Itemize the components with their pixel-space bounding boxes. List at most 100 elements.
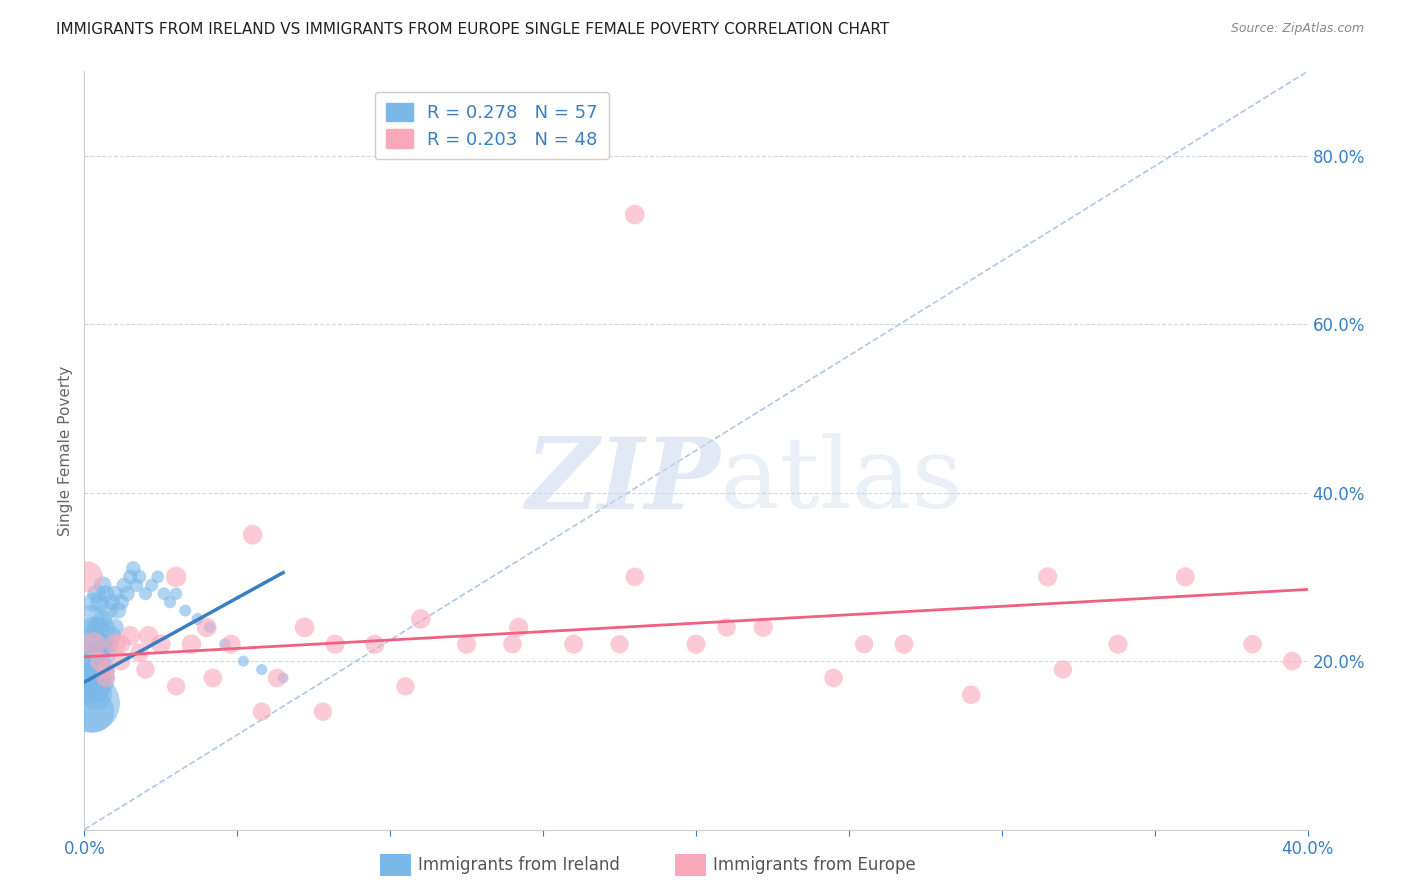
Point xyxy=(107,603,129,617)
Point xyxy=(110,637,132,651)
Point xyxy=(198,620,221,634)
Point xyxy=(110,654,132,668)
Point xyxy=(893,637,915,651)
Point xyxy=(159,595,181,609)
Point xyxy=(271,671,294,685)
Point xyxy=(409,612,432,626)
Point xyxy=(79,654,101,668)
Point xyxy=(91,637,114,651)
Point xyxy=(135,663,157,677)
Point xyxy=(266,671,288,685)
Point xyxy=(110,595,132,609)
Point xyxy=(394,679,416,693)
Point xyxy=(79,696,101,710)
Point xyxy=(104,620,127,634)
Point xyxy=(138,629,160,643)
Point xyxy=(115,587,138,601)
Point xyxy=(83,595,105,609)
Point xyxy=(128,570,150,584)
Point xyxy=(135,587,157,601)
Point xyxy=(180,637,202,651)
Point xyxy=(89,654,111,668)
Point xyxy=(101,629,124,643)
Point xyxy=(153,587,176,601)
Point xyxy=(1281,654,1303,668)
Point xyxy=(195,620,218,634)
Point xyxy=(186,612,208,626)
Point xyxy=(101,595,124,609)
Point xyxy=(149,637,172,651)
Point xyxy=(456,637,478,651)
Point xyxy=(146,570,169,584)
Point xyxy=(960,688,983,702)
Point xyxy=(312,705,335,719)
Point xyxy=(83,705,105,719)
Point xyxy=(91,663,114,677)
Point xyxy=(716,620,738,634)
Point xyxy=(165,679,187,693)
Point xyxy=(83,679,105,693)
Point xyxy=(125,578,148,592)
Point xyxy=(79,612,101,626)
Point xyxy=(250,663,273,677)
Point xyxy=(201,671,224,685)
Point xyxy=(685,637,707,651)
Point xyxy=(86,663,108,677)
Point xyxy=(76,679,98,693)
Point xyxy=(76,646,98,660)
Point xyxy=(141,578,163,592)
Point xyxy=(94,663,117,677)
Legend: R = 0.278   N = 57, R = 0.203   N = 48: R = 0.278 N = 57, R = 0.203 N = 48 xyxy=(375,92,609,160)
Point xyxy=(853,637,876,651)
Point xyxy=(97,603,120,617)
Point xyxy=(128,646,150,660)
Point xyxy=(76,663,98,677)
Point xyxy=(294,620,316,634)
Point xyxy=(94,671,117,685)
Point xyxy=(502,637,524,651)
Text: Immigrants from Europe: Immigrants from Europe xyxy=(713,856,915,874)
Point xyxy=(214,637,236,651)
Point xyxy=(823,671,845,685)
Point xyxy=(94,620,117,634)
Point xyxy=(89,646,111,660)
Point xyxy=(86,688,108,702)
Point xyxy=(83,620,105,634)
Point xyxy=(91,578,114,592)
Point xyxy=(86,646,108,660)
Point xyxy=(609,637,631,651)
Point xyxy=(624,208,647,222)
Text: IMMIGRANTS FROM IRELAND VS IMMIGRANTS FROM EUROPE SINGLE FEMALE POVERTY CORRELAT: IMMIGRANTS FROM IRELAND VS IMMIGRANTS FR… xyxy=(56,22,890,37)
Text: Source: ZipAtlas.com: Source: ZipAtlas.com xyxy=(1230,22,1364,36)
Point xyxy=(120,570,142,584)
Point xyxy=(624,570,647,584)
Point xyxy=(122,561,145,575)
Point xyxy=(1052,663,1074,677)
Point xyxy=(79,671,101,685)
Point xyxy=(79,637,101,651)
Point xyxy=(250,705,273,719)
Point xyxy=(76,570,98,584)
Point xyxy=(364,637,387,651)
Point xyxy=(94,587,117,601)
Point xyxy=(120,629,142,643)
Point xyxy=(242,527,264,541)
Point xyxy=(104,637,127,651)
Point xyxy=(89,595,111,609)
Point xyxy=(562,637,585,651)
Point xyxy=(1241,637,1264,651)
Text: ZIP: ZIP xyxy=(526,433,720,529)
Point xyxy=(165,570,187,584)
Point xyxy=(1036,570,1059,584)
Point xyxy=(174,603,197,617)
Point xyxy=(83,637,105,651)
Point xyxy=(165,587,187,601)
Point xyxy=(104,587,127,601)
Point xyxy=(94,646,117,660)
Point xyxy=(83,663,105,677)
Point xyxy=(91,612,114,626)
Point xyxy=(83,637,105,651)
Text: Immigrants from Ireland: Immigrants from Ireland xyxy=(418,856,620,874)
Point xyxy=(752,620,775,634)
Point xyxy=(232,654,254,668)
